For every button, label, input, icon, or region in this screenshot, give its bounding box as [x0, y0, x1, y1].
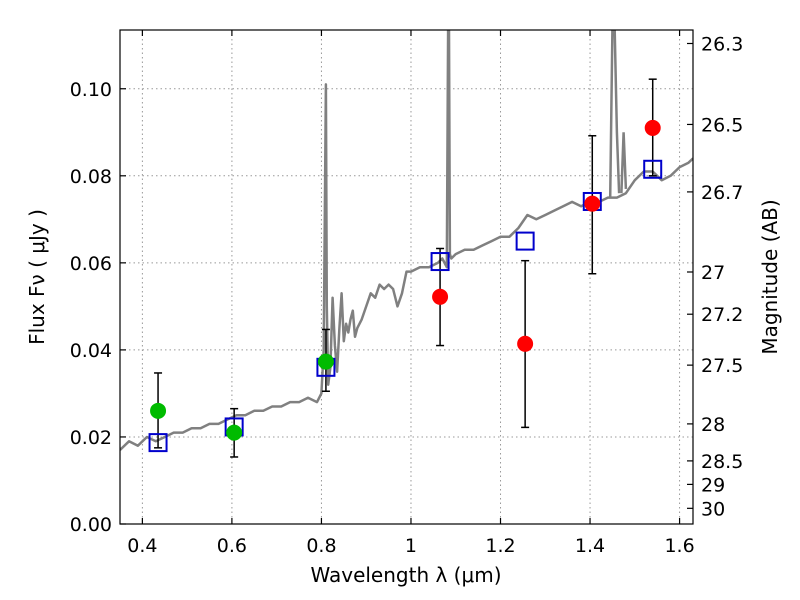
y-tick-label: 0.00 — [70, 514, 112, 536]
right-tick-label: 30 — [701, 498, 725, 520]
spectrum-peak — [608, 30, 621, 198]
right-tick-label: 27.5 — [701, 355, 743, 377]
plot-frame — [119, 29, 694, 525]
y-tick-label: 0.08 — [70, 166, 112, 188]
right-tick-label: 26.3 — [701, 33, 743, 55]
observed-point-red — [584, 195, 601, 212]
x-tick-label: 1 — [405, 535, 417, 557]
right-tick-label: 26.5 — [701, 114, 743, 136]
model-point-square — [430, 252, 450, 272]
y-tick-label: 0.04 — [70, 340, 112, 362]
observed-point-green — [317, 353, 334, 370]
model-spectrum-line — [120, 30, 693, 451]
model-point-square — [643, 159, 663, 179]
x-tick-label: 0.8 — [306, 535, 336, 557]
model-point-square — [515, 231, 535, 251]
model-point-square — [148, 433, 168, 453]
observed-point-red — [432, 288, 449, 305]
right-axis-label: Magnitude (AB) — [758, 199, 782, 354]
x-tick-label: 0.6 — [217, 535, 247, 557]
y-tick-label: 0.02 — [70, 427, 112, 449]
y-tick-label: 0.06 — [70, 253, 112, 275]
right-tick-label: 29 — [701, 474, 725, 496]
right-tick-label: 27.2 — [701, 304, 743, 326]
right-tick-label: 28 — [701, 414, 725, 436]
spectrum-emission-peaks — [608, 30, 628, 198]
right-tick-label: 28.5 — [701, 451, 743, 473]
x-axis-label: Wavelength λ (μm) — [310, 563, 501, 587]
observed-photometry-points — [150, 119, 661, 441]
observed-point-red — [517, 335, 534, 352]
observed-point-green — [226, 424, 243, 441]
x-tick-label: 0.4 — [127, 535, 157, 557]
right-tick-label: 26.7 — [701, 182, 743, 204]
y-axis-label: Flux Fν ( μJy ) — [25, 209, 49, 345]
right-tick-label: 27 — [701, 262, 725, 284]
x-tick-label: 1.2 — [485, 535, 515, 557]
y-axis-ticks: 0.00 0.02 0.04 0.06 0.08 0.10 — [70, 79, 126, 536]
observed-point-green — [150, 402, 167, 419]
x-tick-label: 1.6 — [664, 535, 694, 557]
spectrum-peak — [620, 132, 628, 194]
x-axis-ticks: 0.4 0.6 0.8 1 1.2 1.4 1.6 — [127, 30, 695, 557]
plot-area — [120, 30, 693, 458]
y-tick-label: 0.10 — [70, 79, 112, 101]
x-tick-label: 1.4 — [575, 535, 605, 557]
observed-point-red — [644, 119, 661, 136]
